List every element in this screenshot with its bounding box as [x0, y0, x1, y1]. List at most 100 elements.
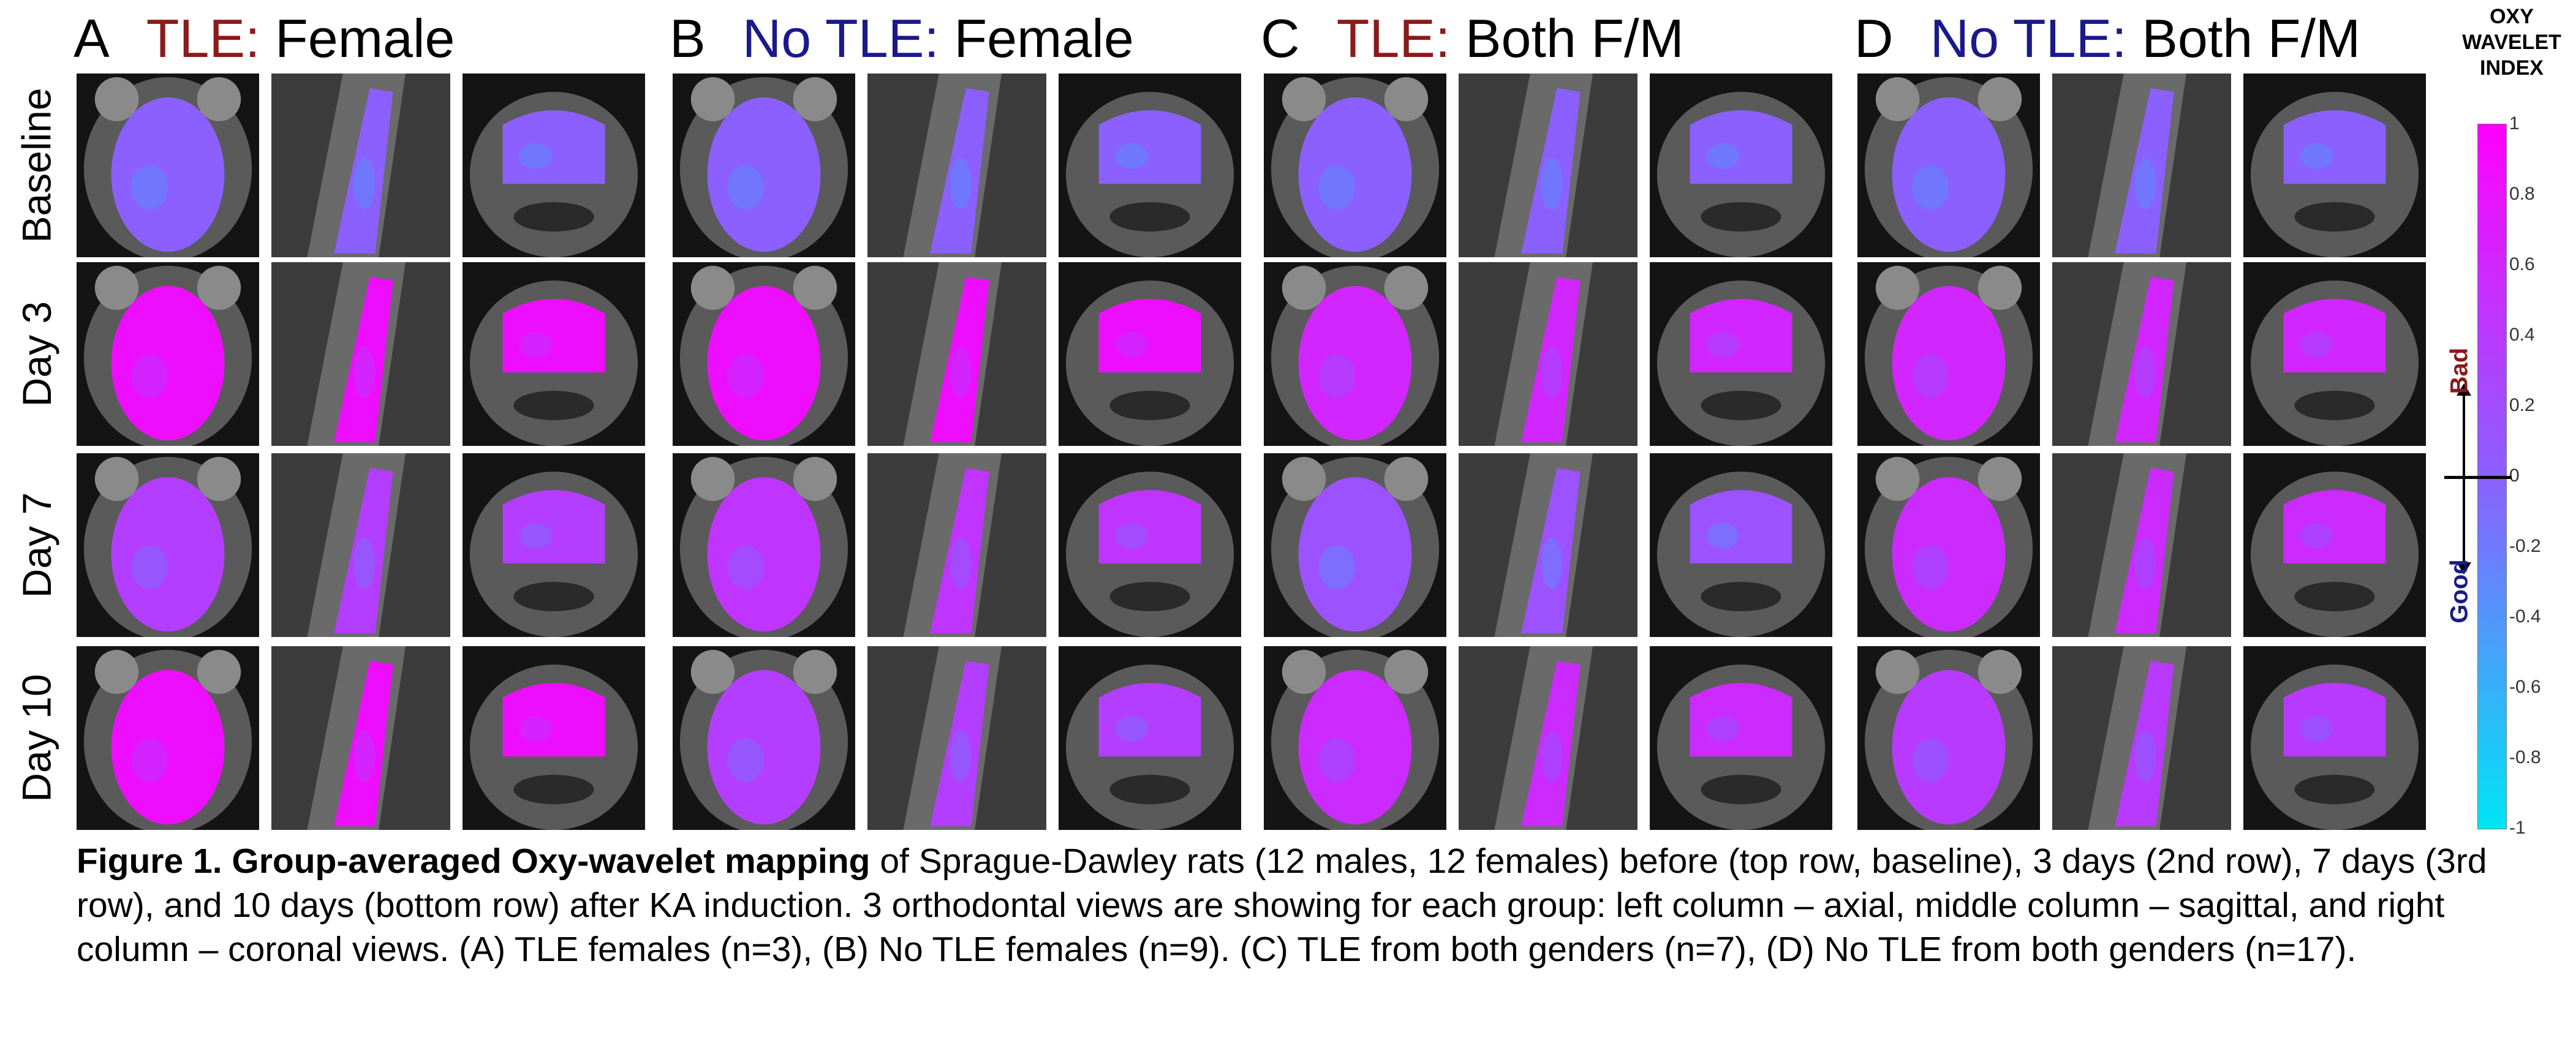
brain-map: [1521, 661, 1581, 826]
panel-letter: B: [670, 8, 706, 69]
mri-axial-tile: [1857, 453, 2040, 637]
mri-sagittal-tile: [271, 646, 450, 830]
mri-coronal-tile: [1059, 646, 1241, 830]
brain-map: [2283, 110, 2386, 184]
brain-map: [1892, 477, 2006, 631]
bad-arrow-shaft: [2463, 392, 2465, 478]
mri-axial-tile: [673, 646, 855, 830]
brain-map: [707, 286, 821, 440]
bad-label: Bad: [2446, 347, 2473, 394]
brain-map: [707, 97, 821, 252]
brain-map: [930, 661, 989, 826]
bad-arrow-head: [2457, 383, 2471, 396]
brain-map: [1098, 299, 1201, 372]
brain-map: [1892, 286, 2006, 440]
mri-sagittal-tile: [271, 453, 450, 637]
brain-map: [1098, 490, 1201, 563]
mri-coronal-tile: [2243, 262, 2426, 446]
panel-header-c: C TLE: Both F/M: [1261, 5, 1684, 72]
brain-map: [1690, 299, 1792, 372]
brain-map: [111, 670, 225, 824]
mri-coronal-tile: [1650, 646, 1832, 830]
mri-axial-tile: [77, 73, 259, 257]
brain-map: [111, 286, 225, 440]
brain-map: [502, 299, 605, 372]
colorbar-tick: -0.2: [2509, 536, 2541, 556]
brain-map: [930, 277, 989, 442]
mri-axial-tile: [77, 262, 259, 446]
brain-map: [334, 468, 393, 633]
brain-map: [707, 670, 821, 824]
brain-map: [707, 477, 821, 631]
brain-map: [502, 110, 605, 184]
panel-sex: Both F/M: [2142, 8, 2361, 69]
mri-sagittal-tile: [2052, 453, 2231, 637]
colorbar-tick: -0.8: [2509, 747, 2541, 767]
mri-sagittal-tile: [867, 262, 1046, 446]
panel-letter: D: [1854, 8, 1894, 69]
panel-group: TLE:: [1336, 8, 1451, 69]
panel-header-a: A TLE: Female: [74, 5, 455, 72]
row-label: Day 7: [14, 492, 60, 598]
mri-coronal-tile: [1059, 262, 1241, 446]
panel-header-b: B No TLE: Female: [670, 5, 1134, 72]
brain-map: [1298, 97, 1412, 252]
panel-letter: C: [1261, 8, 1300, 69]
colorbar-tick: 0.2: [2509, 395, 2535, 415]
mri-sagittal-tile: [271, 262, 450, 446]
colorbar-title-line: INDEX: [2480, 56, 2544, 80]
brain-map: [334, 277, 393, 442]
brain-map: [1690, 110, 1792, 184]
brain-map: [1298, 477, 1412, 631]
brain-map: [1521, 88, 1581, 254]
brain-map: [502, 490, 605, 563]
good-arrow-shaft: [2463, 478, 2465, 563]
mri-sagittal-tile: [2052, 262, 2231, 446]
colorbar-title-line: WAVELET: [2462, 31, 2561, 54]
panel-sex: Female: [954, 8, 1134, 69]
mri-axial-tile: [1264, 73, 1446, 257]
brain-map: [502, 683, 605, 756]
mri-sagittal-tile: [867, 646, 1046, 830]
mri-sagittal-tile: [271, 73, 450, 257]
mri-sagittal-tile: [2052, 73, 2231, 257]
brain-map: [111, 477, 225, 631]
mri-axial-tile: [1264, 453, 1446, 637]
colorbar-tick: -1: [2509, 818, 2526, 838]
mri-sagittal-tile: [867, 453, 1046, 637]
panel-group: No TLE:: [1930, 8, 2127, 69]
panel-group: TLE:: [146, 8, 260, 69]
brain-map: [2283, 490, 2386, 563]
colorbar-title-line: OXY: [2490, 5, 2534, 28]
caption-body: of Sprague-Dawley rats (12 males, 12 fem…: [77, 842, 2487, 969]
mri-axial-tile: [1857, 73, 2040, 257]
mri-coronal-tile: [1650, 73, 1832, 257]
mri-coronal-tile: [1059, 73, 1241, 257]
brain-map: [334, 88, 393, 254]
colorbar-tick: 0: [2509, 465, 2520, 486]
row-label: Baseline: [14, 88, 60, 243]
brain-map: [334, 661, 393, 826]
mri-sagittal-tile: [1459, 453, 1637, 637]
mri-axial-tile: [77, 453, 259, 637]
mri-axial-tile: [673, 453, 855, 637]
figure-caption: Figure 1. Group-averaged Oxy-wavelet map…: [77, 839, 2496, 971]
brain-map: [930, 88, 989, 254]
colorbar-tick: 0.6: [2509, 254, 2535, 274]
panel-sex: Female: [275, 8, 455, 69]
mri-sagittal-tile: [2052, 646, 2231, 830]
mri-sagittal-tile: [867, 73, 1046, 257]
mri-coronal-tile: [1650, 453, 1832, 637]
brain-map: [1690, 683, 1792, 756]
mri-axial-tile: [77, 646, 259, 830]
mri-coronal-tile: [1059, 453, 1241, 637]
brain-map: [2115, 88, 2174, 254]
mri-coronal-tile: [2243, 646, 2426, 830]
mri-axial-tile: [1264, 646, 1446, 830]
mri-coronal-tile: [2243, 453, 2426, 637]
row-label: Day 3: [14, 301, 60, 407]
brain-map: [1521, 277, 1581, 442]
caption-title: Figure 1. Group-averaged Oxy-wavelet map…: [77, 842, 871, 881]
colorbar-tick: 1: [2509, 113, 2520, 134]
brain-map: [2115, 277, 2174, 442]
